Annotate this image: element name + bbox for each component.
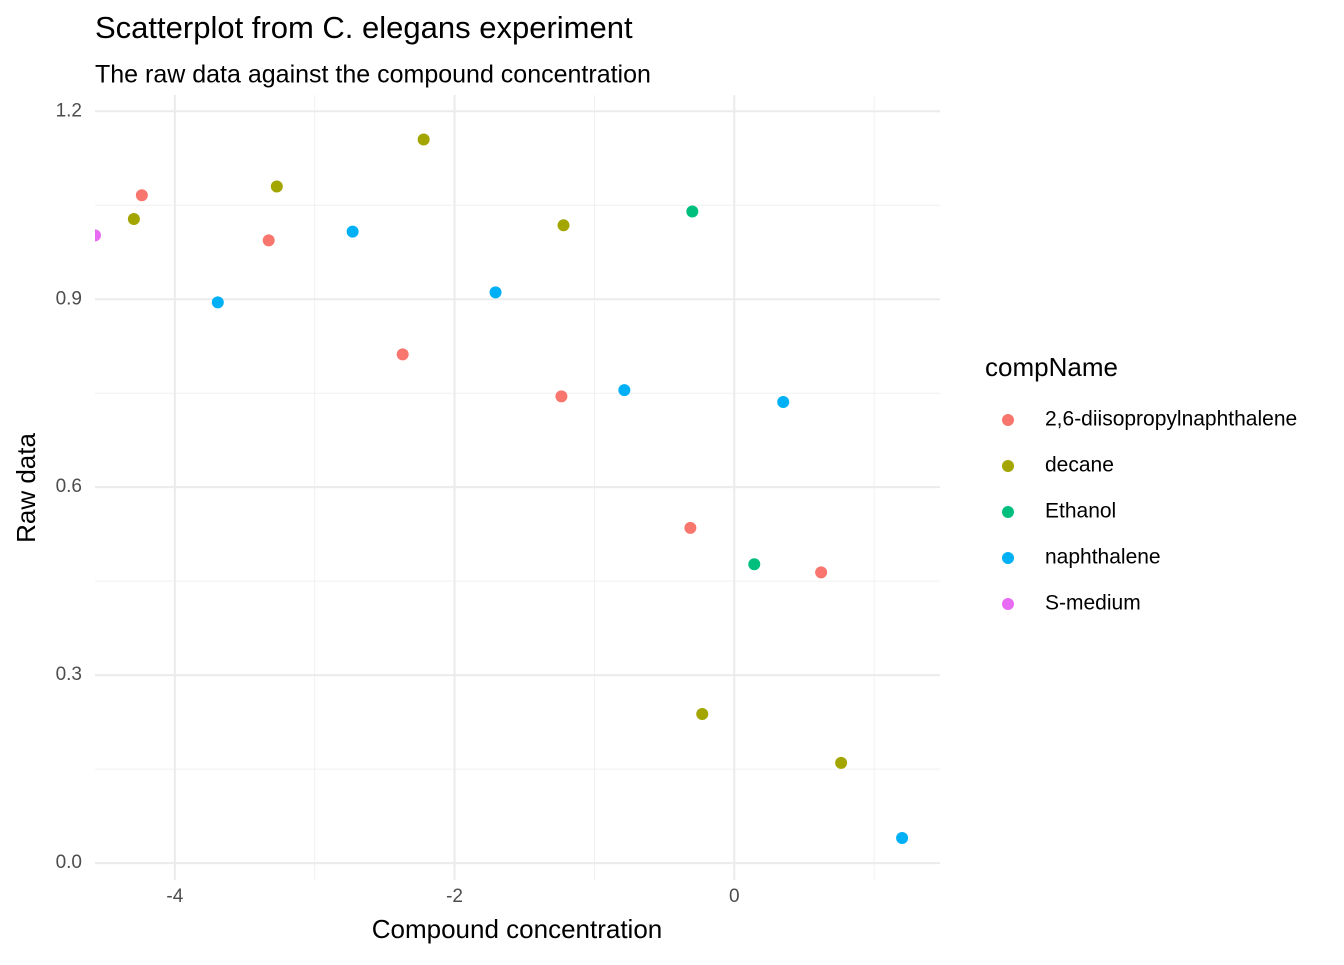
point — [696, 707, 709, 720]
point — [95, 229, 101, 242]
point — [815, 566, 828, 579]
point — [211, 296, 224, 309]
point — [684, 521, 697, 534]
chart-subtitle: The raw data against the compound concen… — [95, 61, 651, 89]
point — [555, 390, 568, 403]
legend-label: decane — [1045, 454, 1114, 477]
chart-title: Scatterplot from C. elegans experiment — [95, 10, 633, 45]
y-axis-title: Raw data — [11, 433, 41, 543]
legend-title: compName — [985, 352, 1118, 382]
point — [262, 234, 275, 247]
x-axis-title: Compound concentration — [372, 914, 663, 944]
point — [835, 756, 848, 769]
point — [896, 832, 909, 845]
legend-key — [1002, 460, 1014, 472]
x-tick-label: -4 — [166, 886, 183, 907]
point — [748, 558, 761, 571]
legend-label: Ethanol — [1045, 500, 1116, 523]
y-tick-label: 0.0 — [56, 852, 82, 873]
point — [686, 205, 699, 218]
point — [135, 189, 148, 202]
point — [777, 395, 790, 408]
legend-key — [1002, 598, 1014, 610]
point — [417, 133, 430, 146]
point — [618, 384, 631, 397]
legend-label: S-medium — [1045, 592, 1141, 615]
legend-label: naphthalene — [1045, 546, 1161, 569]
point — [396, 348, 409, 361]
y-tick-label: 0.3 — [56, 664, 82, 685]
grid — [95, 95, 940, 880]
point — [127, 213, 140, 226]
point — [489, 286, 502, 299]
legend-label: 2,6-diisopropylnaphthalene — [1045, 408, 1297, 431]
y-tick-label: 0.9 — [56, 288, 82, 309]
point — [346, 225, 359, 238]
y-tick-label: 1.2 — [56, 100, 82, 121]
legend-key — [1002, 414, 1014, 426]
point — [270, 180, 283, 193]
x-tick-label: -2 — [446, 886, 463, 907]
legend-key — [1002, 506, 1014, 518]
point — [557, 219, 570, 232]
legend-key — [1002, 552, 1014, 564]
x-tick-label: 0 — [729, 886, 740, 907]
y-tick-label: 0.6 — [56, 476, 82, 497]
points — [95, 133, 909, 845]
